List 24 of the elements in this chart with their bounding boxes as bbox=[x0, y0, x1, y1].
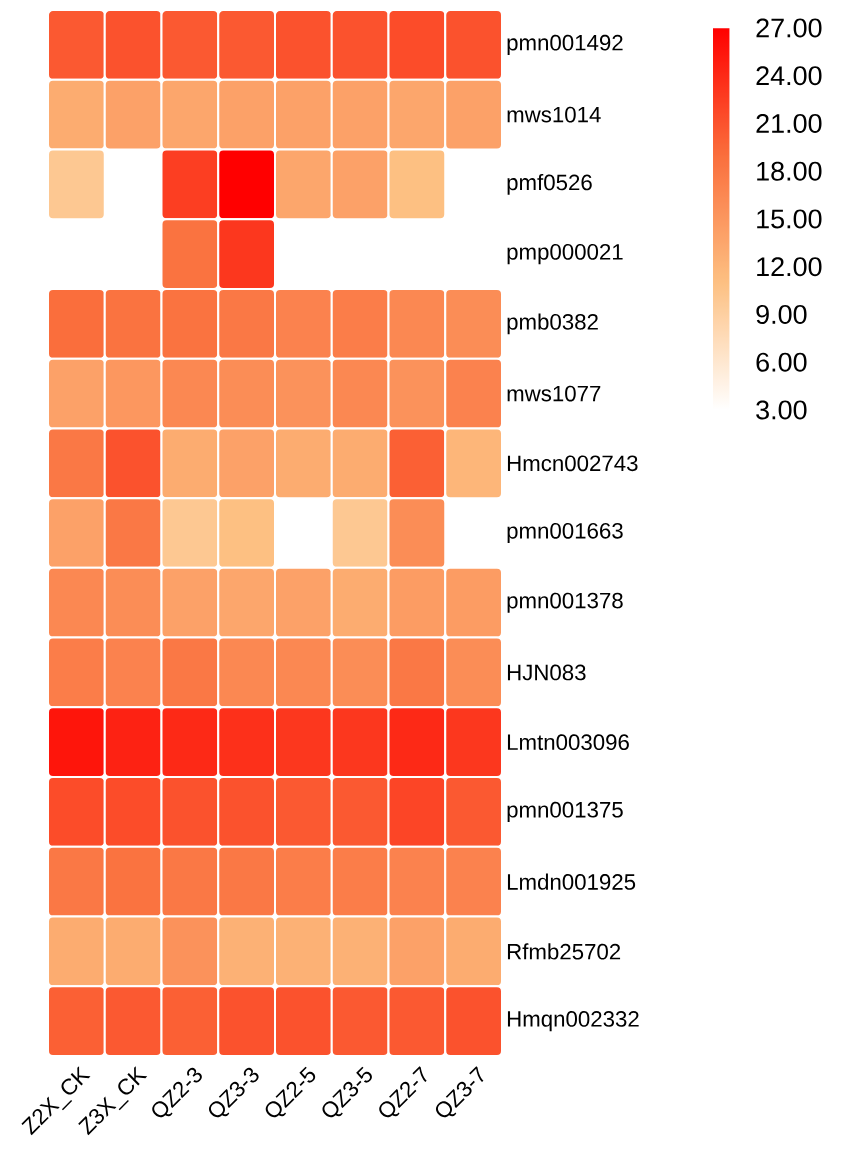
y-tick-label: HJN083 bbox=[507, 664, 586, 681]
y-tick-label: pmb0382 bbox=[507, 313, 598, 335]
y-tick-label: Hmqn002332 bbox=[507, 1011, 639, 1032]
y-tick-label: Lmtn003096 bbox=[507, 734, 629, 751]
color-bar-label: 18.00 bbox=[757, 161, 822, 181]
y-tick-label: pmf0526 bbox=[507, 173, 592, 195]
color-bar-label: 21.00 bbox=[756, 113, 822, 134]
color-bar-label: 12.00 bbox=[757, 257, 822, 277]
color-bar-label: 6.00 bbox=[756, 352, 807, 372]
y-tick-label: mws1014 bbox=[507, 106, 601, 123]
y-tick-label: Rfmb25702 bbox=[507, 943, 621, 960]
y-tick-label: pmn001375 bbox=[507, 801, 623, 823]
y-tick-label: pmn001378 bbox=[507, 592, 623, 613]
color-bar-label: 9.00 bbox=[756, 304, 807, 325]
color-bar-label: 27.00 bbox=[756, 18, 822, 38]
y-tick-label: pmp000021 bbox=[507, 243, 623, 265]
y-tick-label: Lmdn001925 bbox=[507, 873, 636, 890]
y-tick-label: pmn001663 bbox=[507, 522, 623, 544]
color-bar-label: 3.00 bbox=[756, 400, 807, 420]
color-bar-label: 15.00 bbox=[757, 209, 822, 229]
y-tick-label: pmn001492 bbox=[507, 34, 623, 55]
color-bar-label: 24.00 bbox=[756, 66, 822, 86]
y-tick-label: Hmcn002743 bbox=[507, 455, 638, 472]
y-tick-label: mws1077 bbox=[507, 385, 601, 402]
